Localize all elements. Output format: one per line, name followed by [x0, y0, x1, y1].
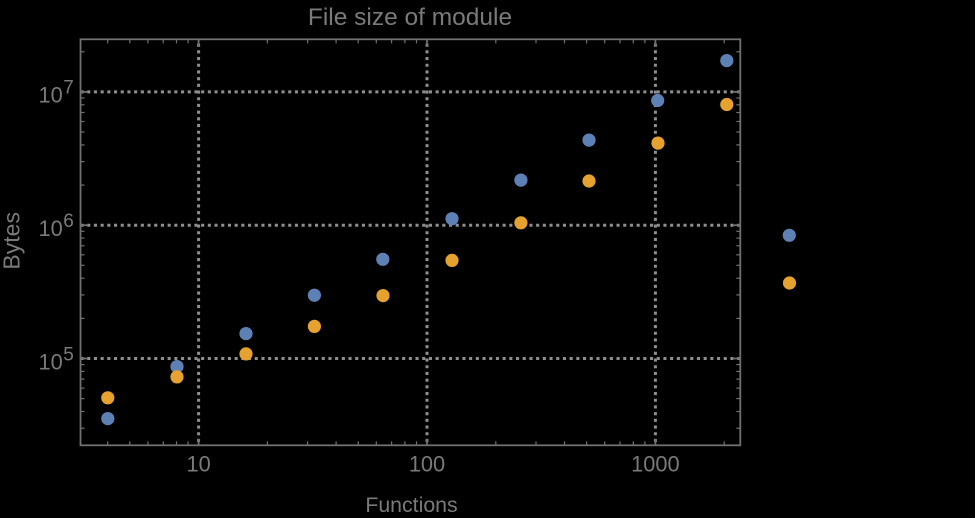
svg-text:File size of module: File size of module	[308, 4, 512, 31]
svg-text:Bytes: Bytes	[0, 212, 25, 270]
svg-text:6: 6	[63, 211, 74, 232]
svg-text:10: 10	[39, 349, 63, 374]
svg-text:10: 10	[39, 216, 63, 241]
svg-text:10: 10	[39, 83, 63, 108]
svg-text:7: 7	[63, 78, 74, 99]
svg-text:5: 5	[63, 344, 74, 365]
svg-text:Functions: Functions	[365, 493, 457, 513]
svg-text:1000: 1000	[631, 452, 680, 477]
svg-text:10: 10	[186, 452, 210, 477]
svg-text:100: 100	[409, 452, 445, 477]
